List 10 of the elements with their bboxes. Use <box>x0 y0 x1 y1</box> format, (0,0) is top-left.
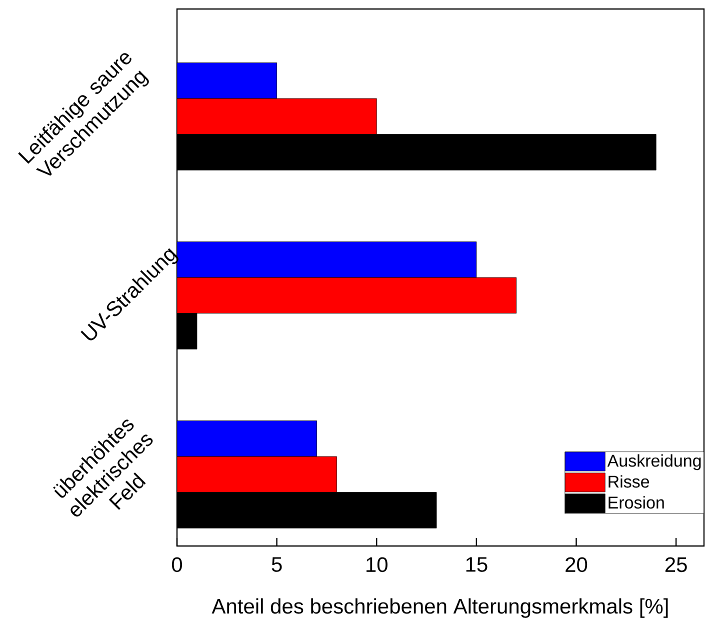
x-axis-title: Anteil des beschriebenen Alterungsmerkmals [%] <box>212 598 668 618</box>
x-tick-label: 5 <box>272 557 282 572</box>
x-tick-label: 10 <box>366 557 388 572</box>
legend-label: Auskreidung <box>607 454 701 470</box>
x-tick-label: 20 <box>566 557 588 572</box>
x-tick-label: 15 <box>466 557 488 572</box>
x-tick-label: 25 <box>665 557 687 572</box>
legend-label: Risse <box>608 475 650 488</box>
legend-label: Erosion <box>608 496 664 509</box>
x-tick-label: 0 <box>172 557 182 572</box>
